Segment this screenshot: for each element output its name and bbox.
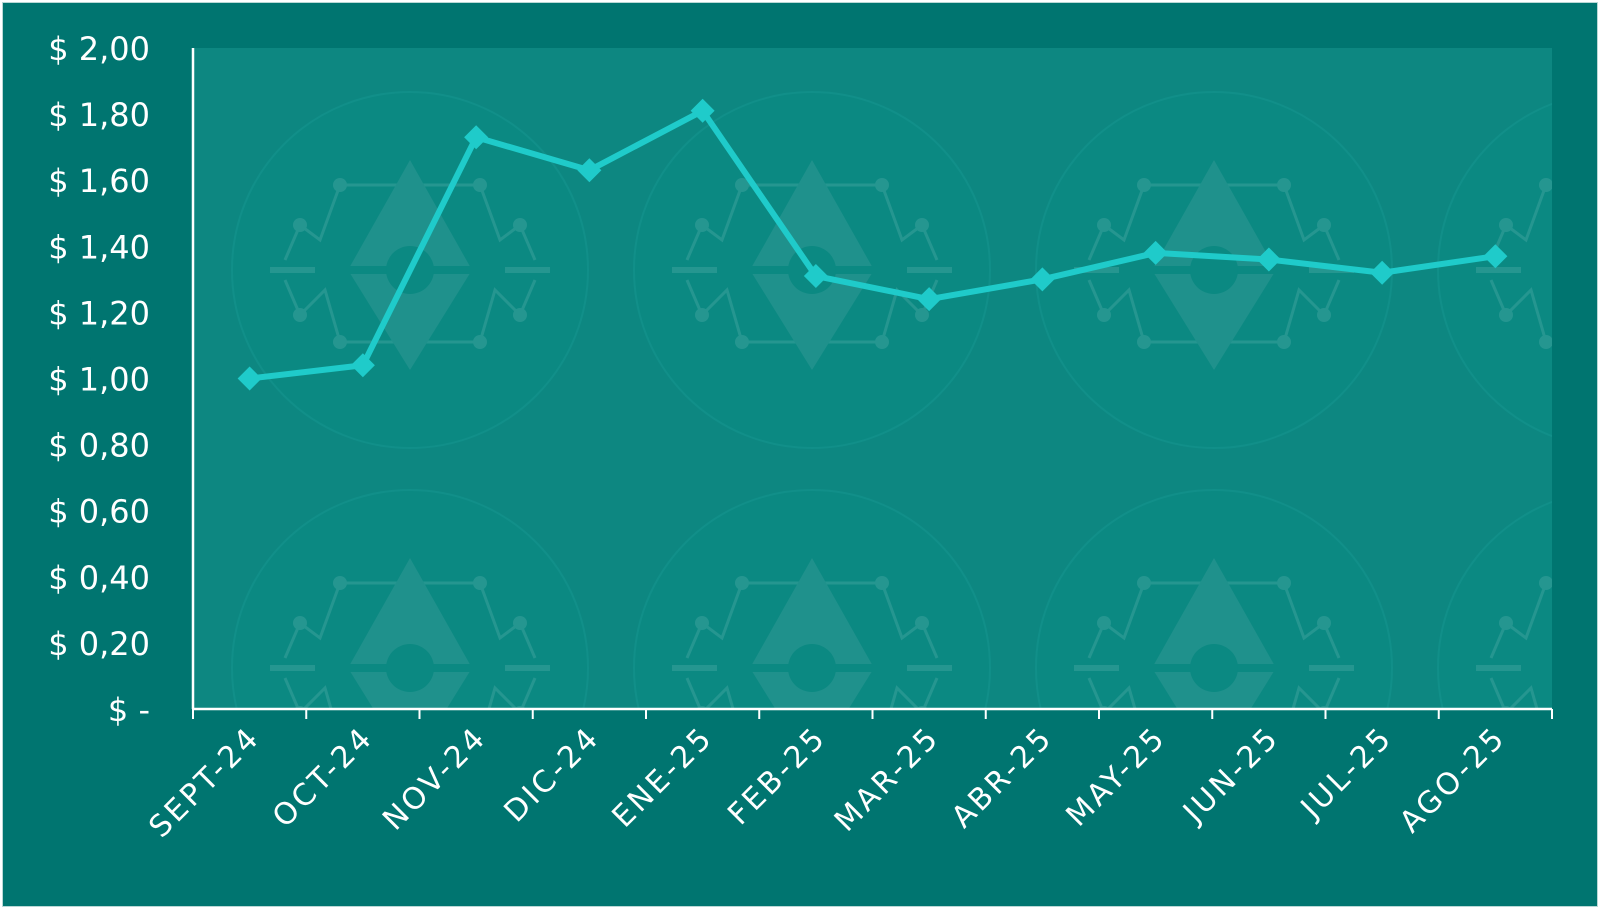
y-tick-label: $ 1,60: [48, 162, 150, 200]
watermark-emblem-icon: [1437, 500, 1552, 709]
data-point-marker: [577, 158, 602, 183]
x-tick-label: ABR-25: [945, 720, 1060, 835]
y-tick-label: $ -: [108, 691, 150, 729]
y-tick-label: $ 0,20: [48, 625, 150, 663]
watermark-emblem-icon: [1035, 489, 1393, 709]
x-tick-label: JUN-25: [1175, 720, 1286, 831]
y-tick-label: $ 0,40: [48, 559, 150, 597]
x-tick-label: DIC-24: [497, 720, 607, 830]
axes: [191, 48, 1553, 719]
data-point-marker: [1143, 240, 1168, 265]
data-point-marker: [1256, 247, 1281, 272]
data-point-marker: [690, 98, 715, 123]
y-tick-label: $ 0,60: [48, 493, 150, 531]
data-point-marker: [1483, 244, 1508, 269]
y-tick-label: $ 1,20: [48, 294, 150, 332]
watermark-emblem-icon: [231, 489, 589, 709]
series-line: [246, 107, 1499, 382]
x-tick-label: AGO-25: [1393, 720, 1513, 840]
data-point-marker: [1370, 260, 1395, 285]
data-point-marker: [237, 366, 262, 391]
series: [237, 98, 1508, 391]
watermark-emblem-icon: [1437, 102, 1552, 438]
x-tick-label: SEPT-24: [142, 720, 267, 845]
y-tick-label: $ 1,40: [48, 228, 150, 266]
y-tick-label: $ 0,80: [48, 427, 150, 465]
y-tick-label: $ 1,00: [48, 361, 150, 399]
data-point-marker: [350, 353, 375, 378]
x-tick-label: NOV-24: [376, 720, 494, 838]
data-point-marker: [917, 287, 942, 312]
watermark-emblem-icon: [231, 91, 589, 449]
x-tick-label: OCT-24: [266, 720, 381, 835]
x-tick-label: FEB-25: [721, 720, 833, 832]
watermark-pattern: [231, 91, 1552, 709]
x-tick-label: MAY-25: [1060, 720, 1174, 834]
y-tick-label: $ 1,80: [48, 96, 150, 134]
y-tick-label: $ 2,00: [48, 30, 150, 68]
data-point-marker: [1030, 267, 1055, 292]
y-axis-tick-labels: $ 2,00 $ 1,80 $ 1,60 $ 1,40 $ 1,20 $ 1,00 $ 0,…: [48, 30, 150, 729]
watermark-emblem-icon: [633, 489, 991, 709]
x-tick-label: MAR-25: [828, 720, 947, 839]
x-tick-label: JUL-25: [1293, 720, 1400, 827]
data-point-marker: [803, 264, 828, 289]
data-point-marker: [464, 125, 489, 150]
x-tick-label: ENE-25: [605, 720, 720, 835]
